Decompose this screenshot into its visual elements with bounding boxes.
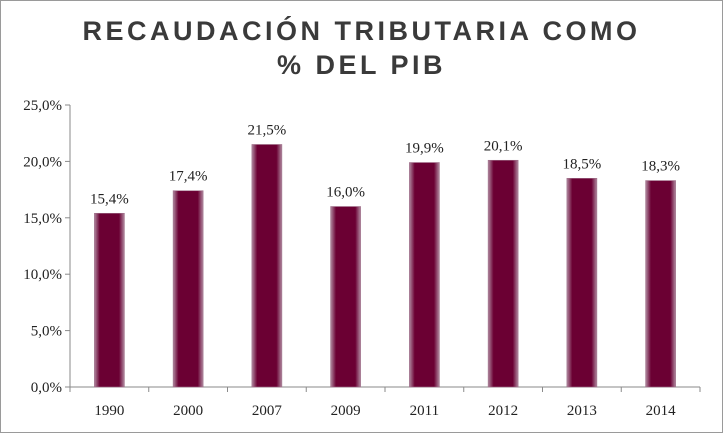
bar (487, 159, 519, 388)
chart-title-line-2: % DEL PIB (276, 50, 447, 80)
bar (645, 180, 676, 388)
x-tick-label: 2011 (410, 403, 439, 419)
data-label: 18,3% (641, 159, 680, 175)
x-tick-label: 2007 (252, 403, 283, 419)
x-tick-label: 2012 (488, 403, 518, 419)
data-label: 19,9% (405, 141, 444, 157)
y-tick-label: 25,0% (23, 98, 62, 114)
bar (251, 144, 283, 388)
bar (172, 190, 204, 388)
y-tick-label: 0,0% (31, 380, 62, 396)
data-label: 20,1% (484, 138, 523, 154)
data-label: 17,4% (169, 169, 208, 185)
chart-title: RECAUDACIÓN TRIBUTARIA COMO % DEL PIB (0, 14, 723, 82)
y-tick-label: 10,0% (23, 267, 62, 283)
bar (94, 212, 125, 388)
bar (330, 206, 361, 388)
data-label: 15,4% (90, 191, 129, 207)
bar (409, 162, 440, 388)
data-label: 21,5% (248, 122, 287, 138)
data-label: 16,0% (326, 185, 365, 201)
bar (566, 178, 598, 388)
x-tick-label: 1990 (94, 403, 124, 419)
y-tick-label: 5,0% (31, 324, 62, 340)
y-tick-label: 20,0% (23, 154, 62, 170)
x-tick-label: 2013 (567, 403, 597, 419)
x-tick-label: 2009 (331, 403, 361, 419)
x-tick-label: 2014 (646, 403, 677, 419)
data-label: 18,5% (563, 156, 602, 172)
chart-title-line-1: RECAUDACIÓN TRIBUTARIA COMO (82, 16, 641, 46)
y-tick-label: 15,0% (23, 211, 62, 227)
x-tick-label: 2000 (173, 403, 203, 419)
